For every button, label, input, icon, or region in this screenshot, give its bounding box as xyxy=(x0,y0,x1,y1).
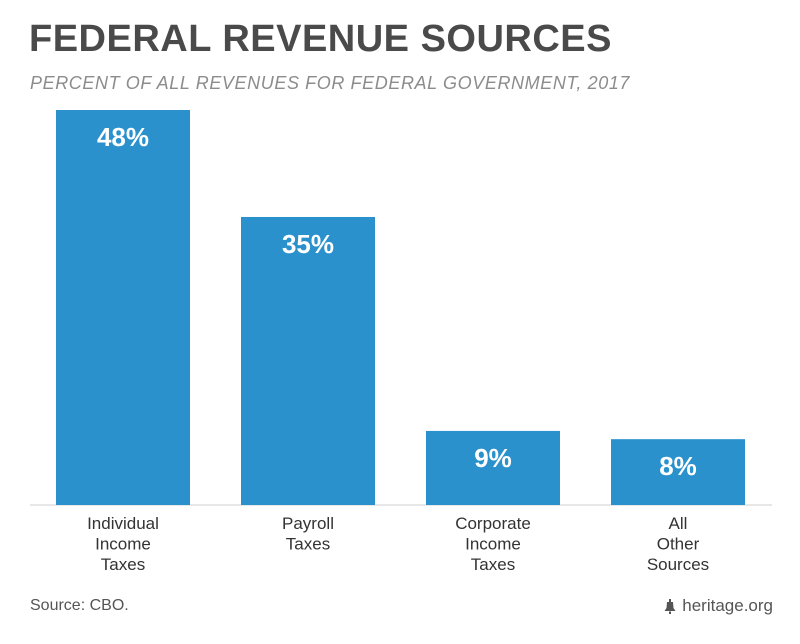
bar-2 xyxy=(426,430,560,505)
category-label-line: Corporate xyxy=(455,514,531,533)
credit[interactable]: heritage.org xyxy=(664,596,773,616)
bar-1 xyxy=(241,216,375,505)
category-label-line: All xyxy=(669,514,688,533)
category-label-line: Taxes xyxy=(101,555,145,574)
category-label-line: Taxes xyxy=(471,555,515,574)
data-label-1: 35% xyxy=(282,229,334,259)
category-label-line: Income xyxy=(95,535,151,554)
bar-3 xyxy=(611,439,745,505)
category-label-1: Payroll Taxes xyxy=(282,514,334,554)
liberty-bell-icon xyxy=(664,598,676,614)
category-label-line: Individual xyxy=(87,514,159,533)
credit-text: heritage.org xyxy=(682,596,773,615)
category-label-3: All Other Sources xyxy=(647,514,709,574)
data-label-3: 8% xyxy=(659,451,697,481)
chart-title: FEDERAL REVENUE SOURCES xyxy=(29,18,613,60)
category-label-line: Taxes xyxy=(286,535,330,554)
category-label-line: Payroll xyxy=(282,514,334,533)
source-note: Source: CBO. xyxy=(30,597,129,614)
category-label-0: Individual Income Taxes xyxy=(87,514,159,574)
category-label-line: Income xyxy=(465,535,521,554)
bar-0 xyxy=(56,110,190,505)
data-label-2: 9% xyxy=(474,443,512,473)
category-label-2: Corporate Income Taxes xyxy=(455,514,531,574)
category-label-line: Sources xyxy=(647,555,709,574)
chart-subtitle: PERCENT OF ALL REVENUES FOR FEDERAL GOVE… xyxy=(30,73,631,93)
data-label-0: 48% xyxy=(97,122,149,152)
category-label-line: Other xyxy=(657,535,700,554)
